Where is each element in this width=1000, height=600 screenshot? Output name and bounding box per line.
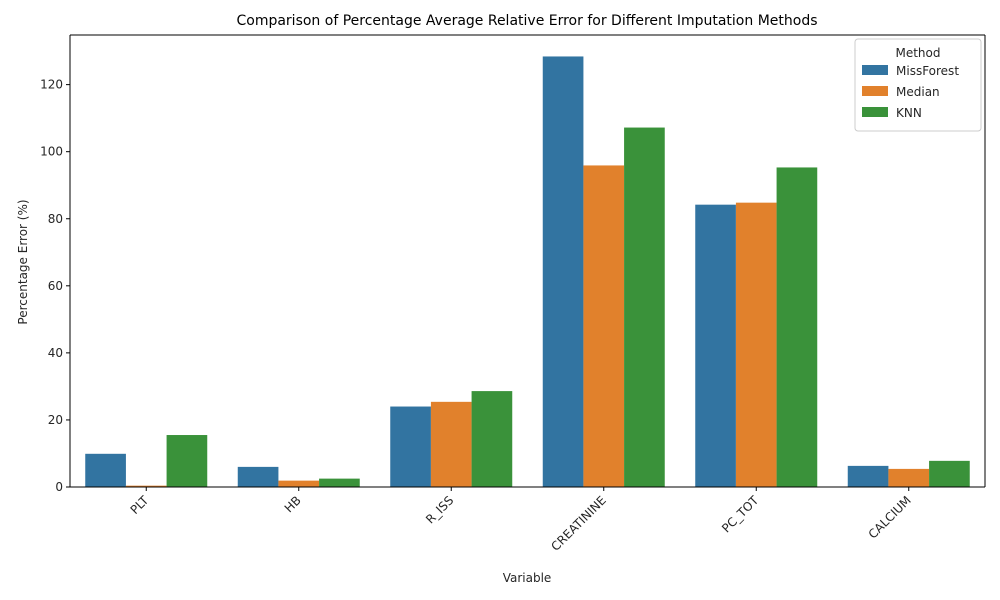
bar-missforest-hb	[237, 466, 279, 487]
x-tick-label-hb: HB	[282, 493, 304, 515]
y-tick-label: 40	[48, 346, 63, 360]
y-tick-label: 100	[40, 145, 63, 159]
bar-median-pc_tot	[735, 202, 777, 487]
bar-knn-calcium	[929, 460, 970, 487]
bar-missforest-r_iss	[390, 406, 431, 487]
legend-label-median: Median	[896, 85, 940, 99]
legend-label-knn: KNN	[896, 106, 922, 120]
legend-swatch-median	[862, 86, 888, 96]
x-tick-label-plt: PLT	[128, 493, 152, 517]
x-tick-label-creatinine: CREATININE	[548, 493, 608, 553]
bar-median-hb	[278, 480, 320, 487]
bar-knn-r_iss	[471, 391, 513, 487]
bar-missforest-pc_tot	[695, 204, 736, 488]
y-tick-label: 20	[48, 413, 63, 427]
y-tick-label: 120	[40, 78, 63, 92]
y-tick-label: 60	[48, 279, 63, 293]
bar-knn-plt	[166, 435, 208, 487]
legend: Method MissForest Median KNN	[854, 38, 982, 132]
bars-group	[85, 56, 970, 488]
bar-median-calcium	[888, 468, 930, 487]
x-tick-label-pc_tot: PC_TOT	[719, 493, 762, 536]
y-axis-title: Percentage Error (%)	[16, 199, 30, 324]
y-tick-label: 0	[55, 480, 63, 494]
legend-swatch-missforest	[862, 65, 888, 75]
bar-missforest-plt	[85, 453, 126, 487]
chart-title: Comparison of Percentage Average Relativ…	[236, 13, 817, 29]
bar-median-creatinine	[583, 165, 625, 487]
y-axis: 0 20 40 60 80 100 120	[40, 35, 71, 494]
plot-background	[70, 35, 985, 487]
bar-knn-pc_tot	[776, 167, 818, 487]
legend-title: Method	[895, 46, 940, 60]
y-tick-label: 80	[48, 212, 63, 226]
bar-median-plt	[125, 485, 167, 487]
bar-missforest-creatinine	[542, 56, 584, 488]
bar-median-r_iss	[430, 401, 472, 487]
bar-missforest-calcium	[847, 465, 889, 487]
x-tick-label-calcium: CALCIUM	[866, 493, 914, 541]
plot-area	[70, 34, 986, 487]
legend-label-missforest: MissForest	[896, 64, 959, 78]
x-axis: PLT HB R_ISS CREATININE PC_TOT CALCIUM	[70, 486, 985, 554]
bar-knn-hb	[319, 478, 360, 487]
x-tick-label-r_iss: R_ISS	[423, 493, 456, 526]
x-axis-title: Variable	[503, 571, 552, 585]
legend-swatch-knn	[862, 107, 888, 117]
bar-knn-creatinine	[624, 127, 665, 488]
